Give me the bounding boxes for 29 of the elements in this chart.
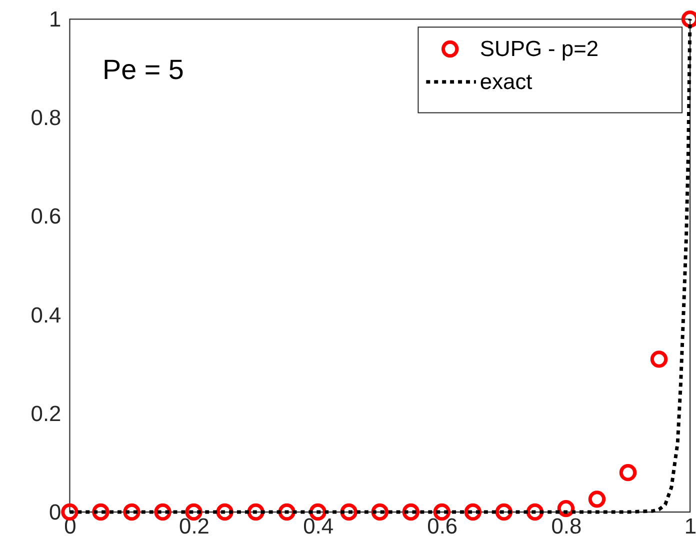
point [340,503,358,521]
x-tick-label: 0.2 [179,513,210,538]
point [123,503,140,521]
annotation: Pe = 5 [102,54,184,85]
point [216,503,234,521]
point [619,464,637,482]
y-tick-label: 0.2 [30,400,62,426]
point [495,503,513,521]
point [154,503,172,521]
point [557,500,575,518]
point [92,503,110,521]
x-tick-label: 0.8 [551,513,582,538]
point [650,350,668,368]
point [464,503,482,521]
point [371,503,388,521]
point [588,490,606,508]
point [402,503,420,521]
legend-label: exact [480,68,532,94]
y-tick-label: 0.4 [30,302,62,328]
line-series [68,17,692,514]
y-tick-label: 1 [49,6,62,32]
point [526,503,544,521]
y-tick-label: 0.6 [30,204,62,229]
y-tick-label: 0.8 [30,105,62,130]
point [61,503,78,521]
x-tick-label: 0.6 [427,513,458,538]
legend-label: SUPG - p=2 [480,36,599,61]
x-tick-label: 1 [684,513,696,538]
x-tick-label: 0.4 [303,513,334,538]
